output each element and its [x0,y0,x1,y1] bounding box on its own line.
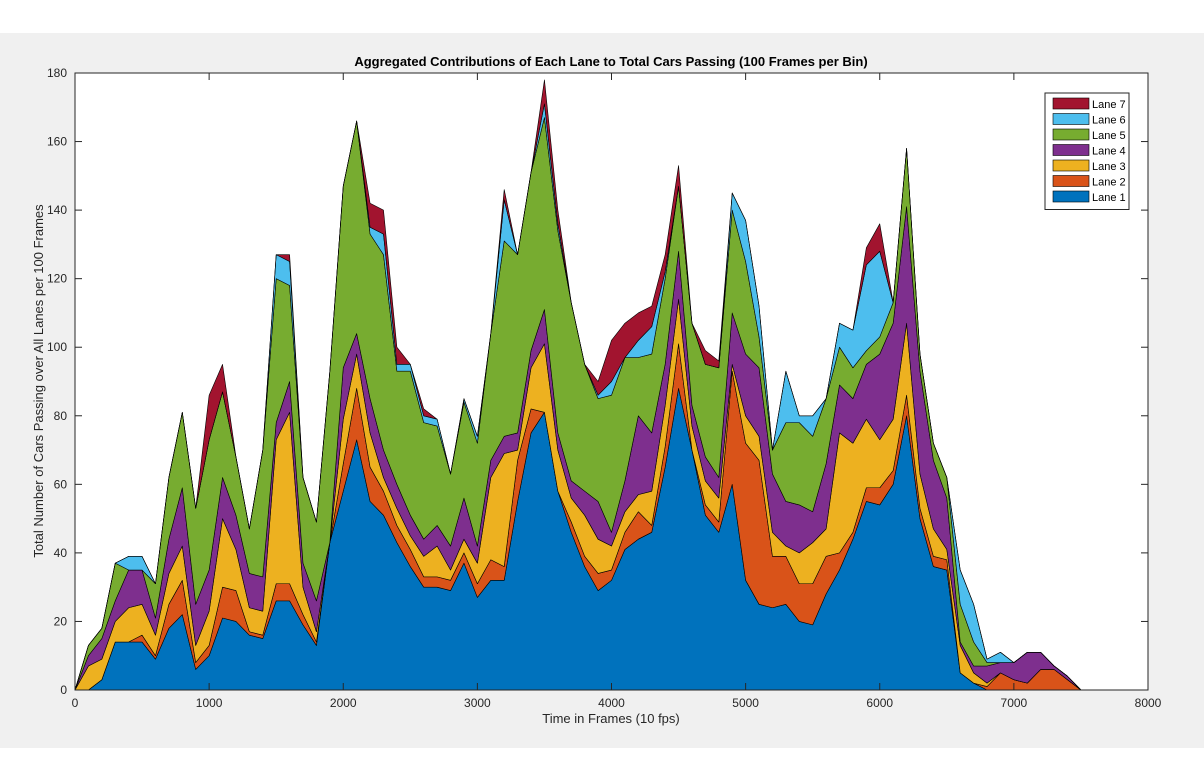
chart-title: Aggregated Contributions of Each Lane to… [354,54,867,69]
legend-swatch-lane-3 [1052,159,1090,172]
x-tick-label: 1000 [196,696,223,710]
legend-swatch-lane-7 [1052,97,1090,110]
x-axis-label: Time in Frames (10 fps) [542,711,680,726]
y-tick-label: 20 [54,614,68,628]
y-tick-label: 100 [47,340,67,354]
legend-label-lane-3: Lane 3 [1092,161,1126,173]
y-tick-label: 40 [54,546,68,560]
y-tick-label: 180 [47,66,67,80]
legend-swatch-lane-4 [1052,144,1090,156]
y-tick-label: 0 [60,683,67,697]
legend-swatch-lane-6 [1052,113,1090,125]
x-tick-label: 0 [72,696,79,710]
x-tick-label: 3000 [464,696,491,710]
x-tick-label: 4000 [598,696,625,710]
x-tick-label: 6000 [866,696,893,710]
y-tick-label: 80 [54,409,68,423]
legend-label-lane-6: Lane 6 [1092,115,1126,127]
x-tick-label: 8000 [1135,696,1162,710]
x-axis: 0 1000 2000 3000 4000 5000 6000 7000 8000 [72,73,1162,710]
legend[interactable]: Lane 7 Lane 6 Lane 5 Lane 4 Lane 3 Lane 2 Lane… [1044,92,1130,210]
y-tick-label: 120 [47,272,67,286]
y-tick-label: 160 [47,135,67,149]
legend-swatch-lane-2 [1052,175,1090,187]
legend-swatch-lane-5 [1052,128,1090,141]
x-tick-label: 7000 [1001,696,1028,710]
y-tick-label: 140 [47,203,67,217]
y-axis: 0 20 40 60 80 100 120 140 160 180 [47,66,1148,697]
legend-label-lane-4: Lane 4 [1092,146,1126,158]
y-tick-label: 60 [54,477,68,491]
area-series-group [74,79,1149,691]
x-tick-label: 5000 [732,696,759,710]
legend-label-lane-1: Lane 1 [1092,192,1126,204]
legend-label-lane-7: Lane 7 [1092,99,1126,111]
x-tick-label: 2000 [330,696,357,710]
y-axis-label: Total Number of Cars Passing over All La… [31,204,46,558]
legend-swatch-lane-1 [1052,190,1090,203]
legend-label-lane-2: Lane 2 [1092,177,1126,189]
legend-label-lane-5: Lane 5 [1092,130,1126,142]
